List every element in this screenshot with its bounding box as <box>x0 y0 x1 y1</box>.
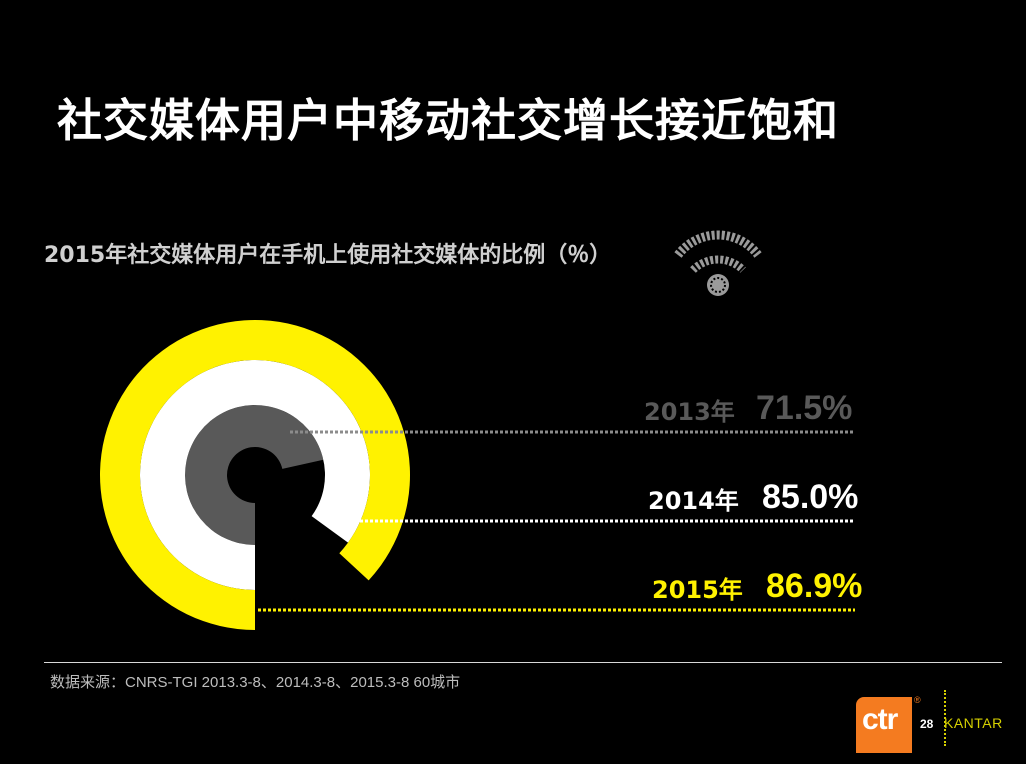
ctr-logo-text: ctr <box>862 703 898 736</box>
ring-1 <box>140 359 370 590</box>
footer-divider <box>44 662 1002 663</box>
ctr-logo: ctr <box>856 697 912 753</box>
year-label-0: 2013年 <box>644 398 735 426</box>
value-label-2: 86.9% <box>766 567 862 605</box>
value-label-1: 85.0% <box>762 478 858 516</box>
kantar-logo: KANTAR <box>944 715 1003 731</box>
page-title: 社交媒体用户中移动社交增长接近饱和 <box>57 94 840 147</box>
data-source: 数据来源：CNRS-TGI 2013.3-8、2014.3-8、2015.3-8… <box>50 674 461 691</box>
kantar-dots <box>944 690 948 746</box>
year-label-1: 2014年 <box>648 487 739 515</box>
wifi-icon <box>674 230 762 296</box>
ring-0 <box>185 404 324 545</box>
registered-mark: ® <box>914 695 921 705</box>
page-number: 28 <box>920 717 934 731</box>
year-label-2: 2015年 <box>652 576 743 604</box>
chart-subtitle: 2015年社交媒体用户在手机上使用社交媒体的比例（％） <box>44 243 612 268</box>
value-label-0: 71.5% <box>756 389 852 427</box>
